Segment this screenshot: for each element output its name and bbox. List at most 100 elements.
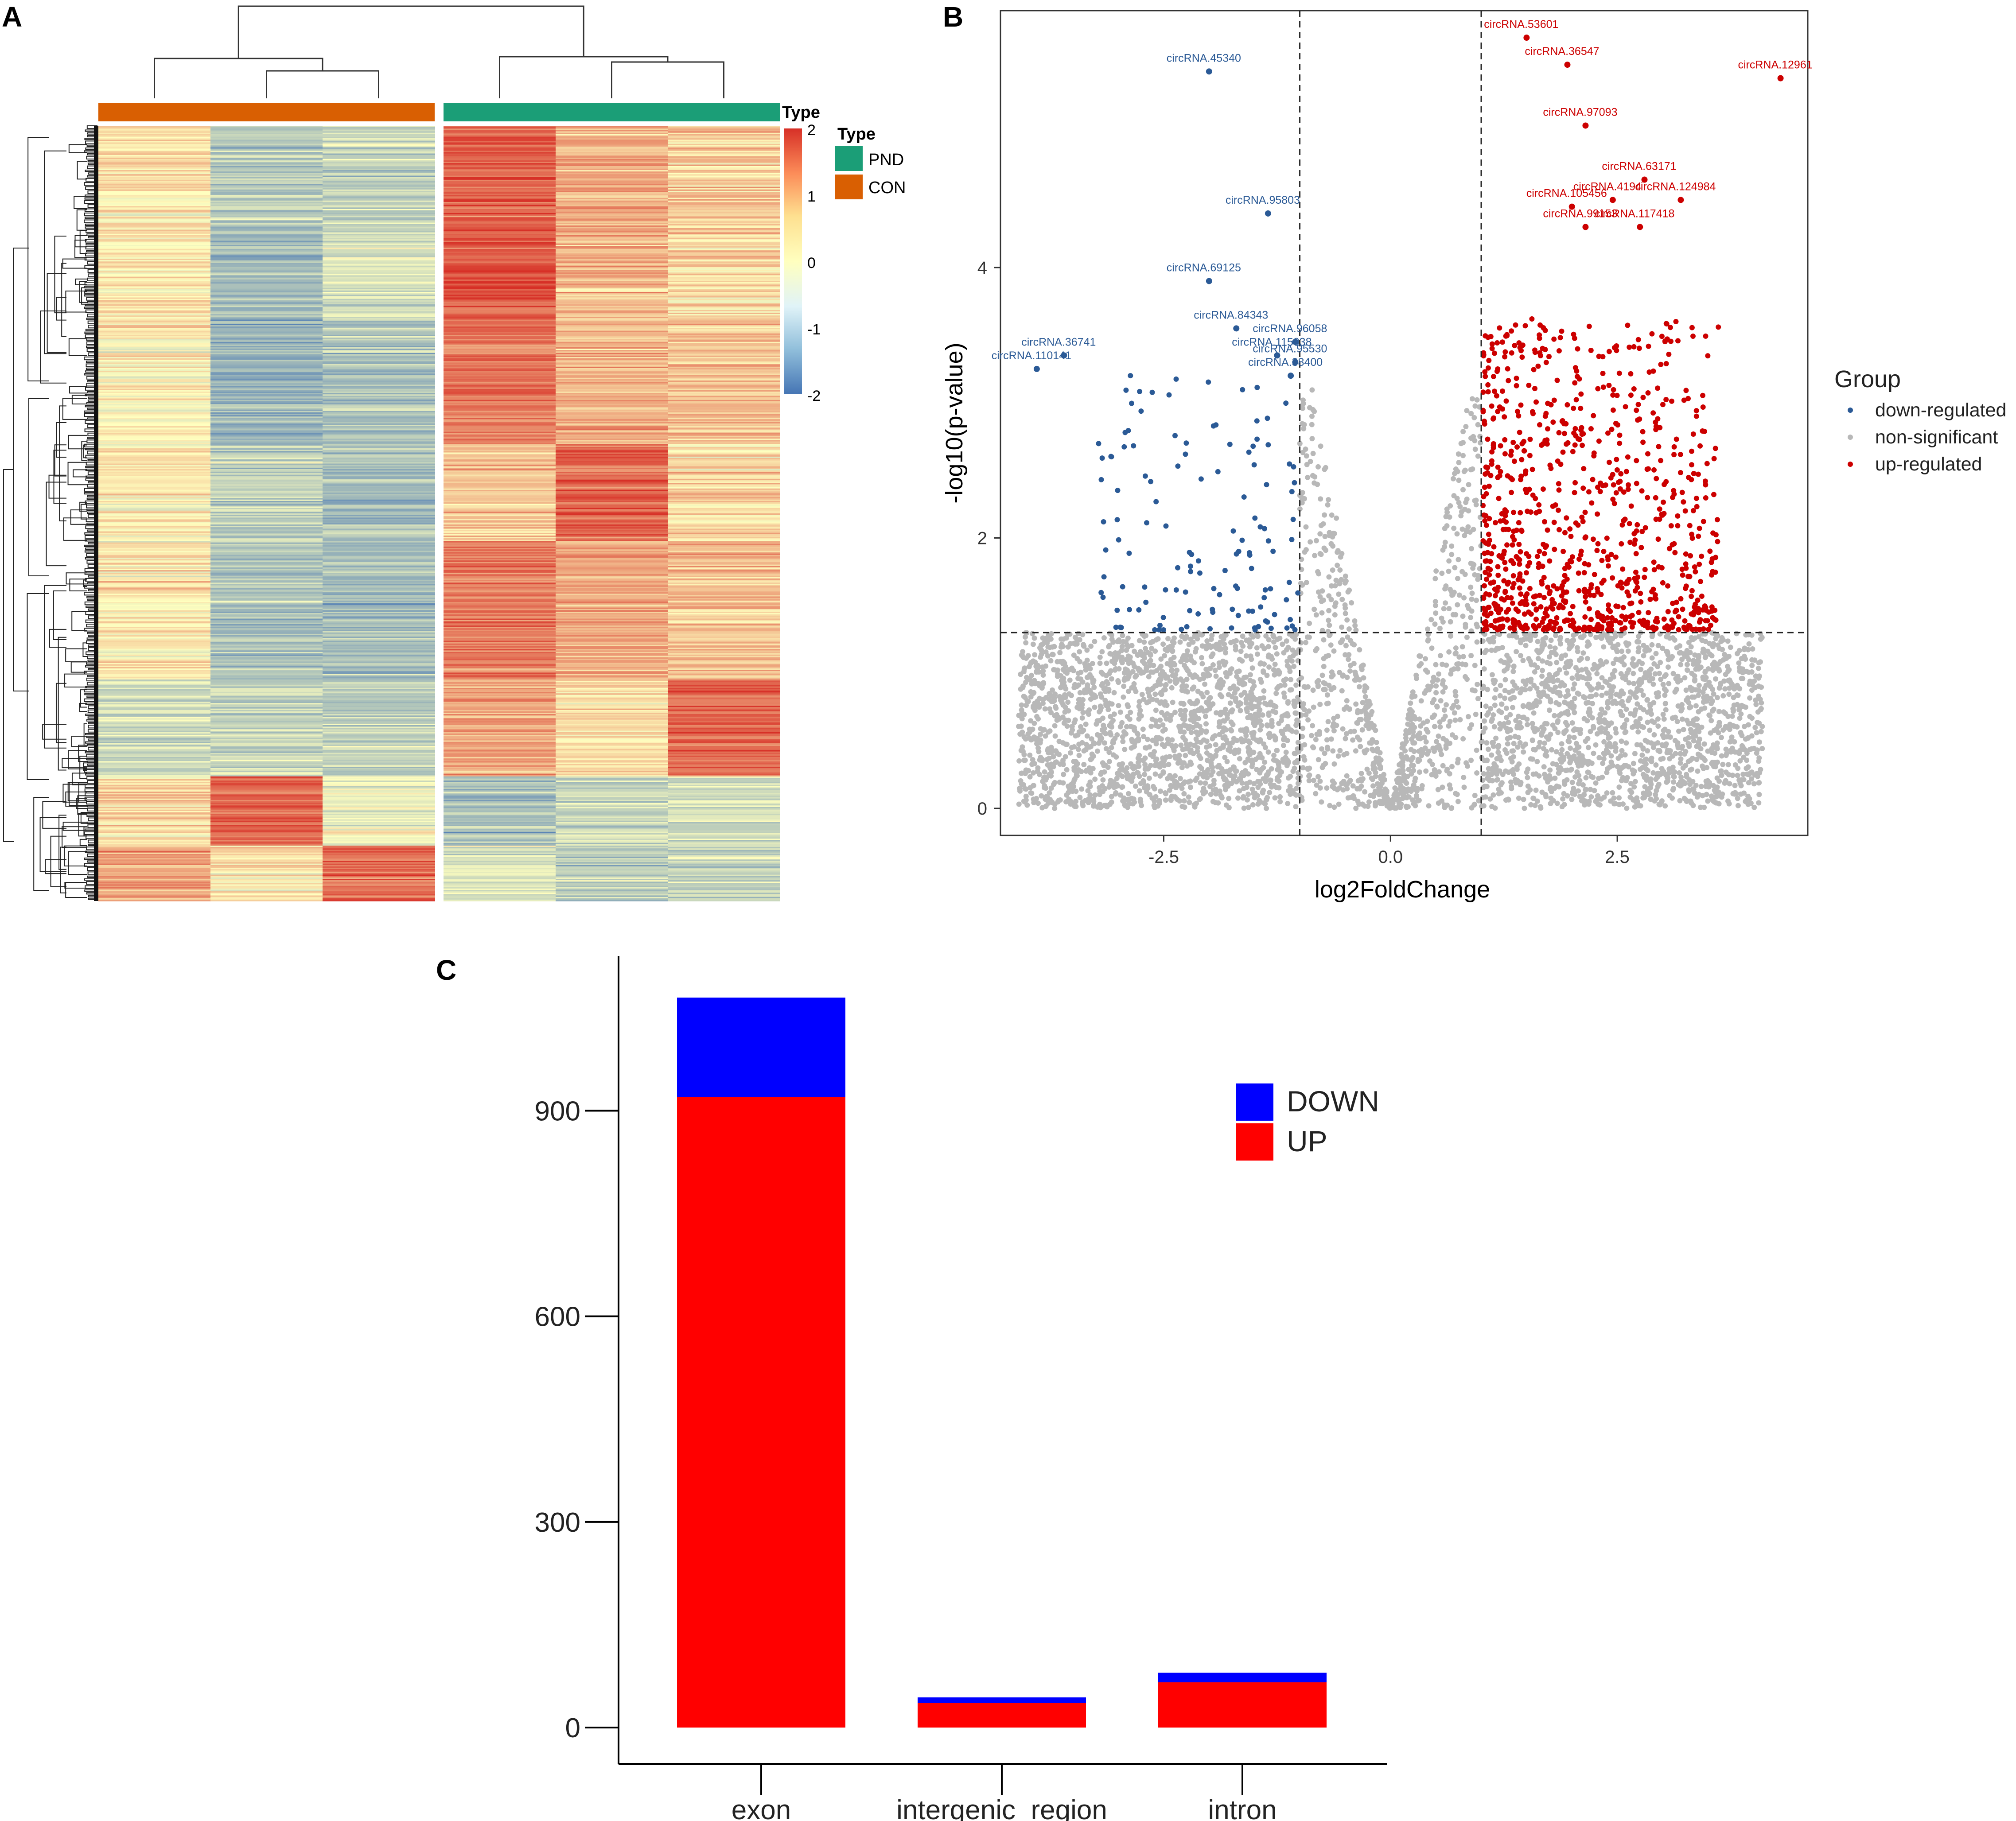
dendrogram-branch bbox=[44, 585, 66, 749]
point-non-significant bbox=[1315, 757, 1321, 762]
heatmap-cell bbox=[210, 326, 323, 329]
heatmap-cell bbox=[668, 149, 780, 151]
heatmap-cell bbox=[323, 131, 435, 133]
heatmap-cell bbox=[444, 222, 556, 225]
heatmap-cell bbox=[323, 355, 435, 357]
heatmap-row bbox=[98, 342, 780, 344]
heatmap-cell bbox=[444, 190, 556, 193]
heatmap-row bbox=[98, 323, 780, 326]
heatmap-cell bbox=[444, 237, 556, 238]
heatmap-cell bbox=[98, 325, 211, 327]
heatmap-cell bbox=[444, 372, 556, 374]
dendrogram-branch bbox=[87, 417, 97, 420]
row-dendrogram-leaves bbox=[94, 126, 98, 901]
dendrogram-branch bbox=[88, 396, 97, 399]
heatmap-row bbox=[98, 228, 780, 230]
heatmap-cell bbox=[323, 246, 435, 248]
heatmap-cell bbox=[444, 297, 556, 299]
heatmap-cell bbox=[556, 221, 668, 223]
dendrogram-branch bbox=[87, 273, 97, 277]
heatmap-cell bbox=[668, 353, 780, 355]
heatmap-cell bbox=[668, 281, 780, 283]
heatmap-cell bbox=[210, 299, 323, 301]
heatmap-row bbox=[98, 386, 780, 388]
heatmap-cell bbox=[323, 368, 435, 370]
heatmap-cell bbox=[323, 259, 435, 260]
heatmap-cell bbox=[323, 286, 435, 288]
heatmap-cell bbox=[668, 200, 780, 202]
heatmap-cell bbox=[210, 242, 323, 244]
heatmap-cell bbox=[98, 126, 211, 128]
heatmap-cell bbox=[668, 238, 780, 240]
dendrogram-branch bbox=[85, 217, 97, 219]
heatmap-cell bbox=[444, 241, 556, 243]
dendrogram-branch bbox=[85, 420, 97, 424]
heatmap-cell bbox=[323, 211, 435, 214]
heatmap-cell bbox=[444, 401, 556, 403]
heatmap-cell bbox=[556, 198, 668, 200]
heatmap-cell bbox=[210, 261, 323, 264]
heatmap-cell bbox=[668, 205, 780, 207]
heatmap-cell bbox=[556, 225, 668, 227]
dendrogram-branch bbox=[84, 488, 97, 492]
heatmap-cell bbox=[323, 189, 435, 191]
heatmap-cell bbox=[210, 175, 323, 178]
heatmap-cell bbox=[668, 233, 780, 236]
heatmap-cell bbox=[668, 130, 780, 132]
heatmap-cell bbox=[210, 146, 323, 148]
dendrogram-branch bbox=[86, 376, 97, 380]
heatmap-cell bbox=[210, 396, 323, 398]
dendrogram-branch bbox=[84, 769, 97, 773]
heatmap-cell bbox=[556, 174, 668, 176]
heatmap-row bbox=[98, 296, 780, 298]
heatmap-cell bbox=[556, 290, 668, 292]
heatmap-cell bbox=[98, 256, 211, 258]
heatmap-row bbox=[98, 387, 780, 389]
heatmap-cell bbox=[668, 285, 780, 287]
heatmap-cell bbox=[98, 196, 211, 198]
heatmap-cell bbox=[323, 179, 435, 182]
heatmap-row bbox=[98, 409, 780, 412]
colorbar: Type 2 1 0 -1 -2 bbox=[782, 103, 821, 404]
heatmap-cell bbox=[668, 127, 780, 129]
heatmap-cell bbox=[323, 333, 435, 335]
heatmap-cell bbox=[444, 146, 556, 148]
heatmap-row bbox=[98, 170, 780, 172]
heatmap-cell bbox=[323, 281, 435, 283]
heatmap-cell bbox=[556, 227, 668, 229]
heatmap-cell bbox=[98, 289, 211, 291]
heatmap-cell bbox=[444, 263, 556, 265]
heatmap-cell bbox=[98, 137, 211, 139]
heatmap-row bbox=[98, 162, 780, 164]
heatmap-cell bbox=[444, 149, 556, 151]
heatmap-cell bbox=[556, 145, 668, 147]
heatmap-cell bbox=[668, 415, 780, 417]
point-non-significant bbox=[1569, 720, 1575, 726]
dendrogram-branch bbox=[86, 318, 97, 320]
heatmap-cell bbox=[444, 249, 556, 251]
heatmap-cell bbox=[444, 270, 556, 272]
heatmap-cell bbox=[210, 134, 323, 136]
heatmap-row bbox=[98, 190, 780, 193]
dendrogram-branch bbox=[87, 175, 97, 178]
dendrogram-branch bbox=[87, 459, 97, 462]
heatmap-cells bbox=[98, 126, 780, 901]
heatmap-cell bbox=[668, 146, 780, 148]
heatmap-cell bbox=[210, 241, 323, 243]
dendrogram-branch bbox=[86, 553, 97, 557]
heatmap-cell bbox=[323, 188, 435, 190]
heatmap-cell bbox=[556, 274, 668, 276]
heatmap-cell bbox=[556, 400, 668, 402]
heatmap-cell bbox=[556, 334, 668, 337]
heatmap-cell bbox=[98, 292, 211, 294]
heatmap-row bbox=[98, 281, 780, 283]
heatmap-cell bbox=[444, 206, 556, 208]
heatmap-cell bbox=[668, 409, 780, 412]
dendrogram-branch bbox=[87, 165, 97, 169]
heatmap-cell bbox=[210, 303, 323, 305]
heatmap-cell bbox=[98, 381, 211, 382]
heatmap-cell bbox=[444, 275, 556, 277]
heatmap-cell bbox=[668, 224, 780, 226]
heatmap-cell bbox=[668, 252, 780, 254]
heatmap-cell bbox=[668, 218, 780, 221]
